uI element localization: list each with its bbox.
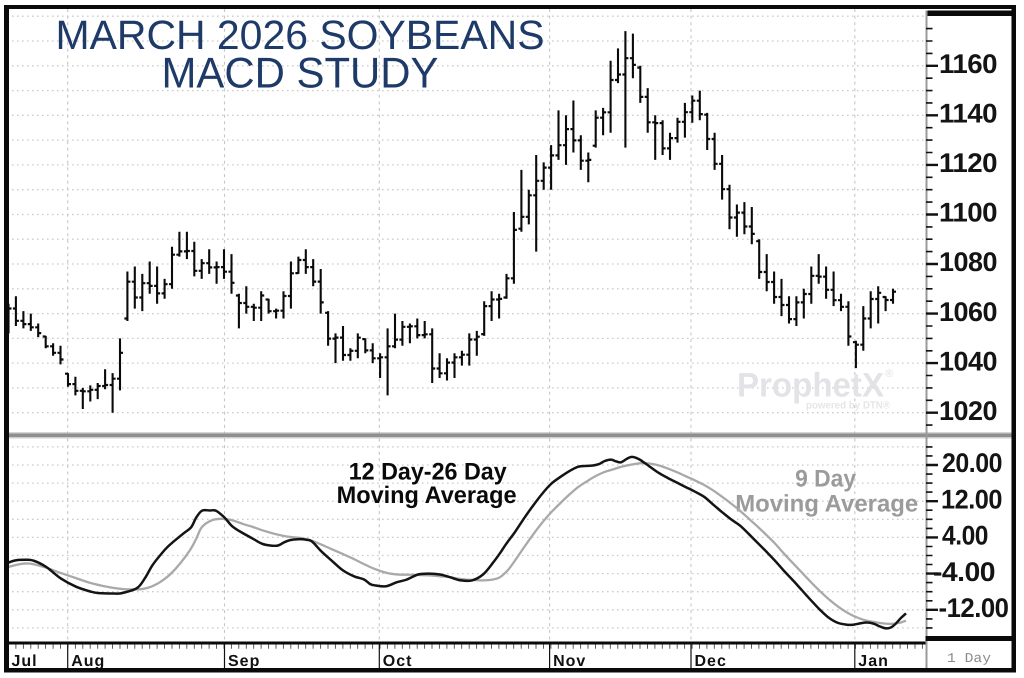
svg-text:20.00: 20.00 <box>942 448 1002 478</box>
svg-text:1 Day: 1 Day <box>947 652 991 667</box>
svg-text:ProphetX: ProphetX <box>737 367 884 405</box>
svg-text:Moving Average: Moving Average <box>337 482 517 509</box>
svg-text:1080: 1080 <box>939 247 997 277</box>
svg-text:Aug: Aug <box>71 653 105 670</box>
svg-text:9 Day: 9 Day <box>795 466 857 493</box>
svg-text:1060: 1060 <box>939 297 997 327</box>
svg-text:4.00: 4.00 <box>942 521 988 551</box>
svg-text:Dec: Dec <box>695 653 727 670</box>
svg-text:1100: 1100 <box>939 198 997 228</box>
svg-text:1020: 1020 <box>939 396 997 426</box>
svg-text:12.00: 12.00 <box>941 484 1002 514</box>
svg-text:1120: 1120 <box>939 148 997 178</box>
svg-text:Nov: Nov <box>553 653 586 670</box>
svg-text:Oct: Oct <box>383 653 413 670</box>
svg-text:1140: 1140 <box>939 99 997 129</box>
svg-text:1160: 1160 <box>939 49 997 79</box>
svg-text:Sep: Sep <box>228 653 260 670</box>
svg-text:1040: 1040 <box>939 346 997 376</box>
svg-text:12 Day-26 Day: 12 Day-26 Day <box>349 459 508 486</box>
svg-text:Jan: Jan <box>858 653 889 670</box>
svg-text:-12.00: -12.00 <box>939 593 1009 623</box>
svg-text:Moving Average: Moving Average <box>735 491 918 518</box>
svg-text:Jul: Jul <box>12 653 38 670</box>
svg-text:MARCH 2026 SOYBEANS: MARCH 2026 SOYBEANS <box>56 12 545 58</box>
svg-text:powered by DTN®: powered by DTN® <box>806 400 890 412</box>
svg-text:-4.00: -4.00 <box>933 557 995 587</box>
svg-text:®: ® <box>885 368 893 380</box>
svg-text:MACD STUDY: MACD STUDY <box>162 50 439 98</box>
